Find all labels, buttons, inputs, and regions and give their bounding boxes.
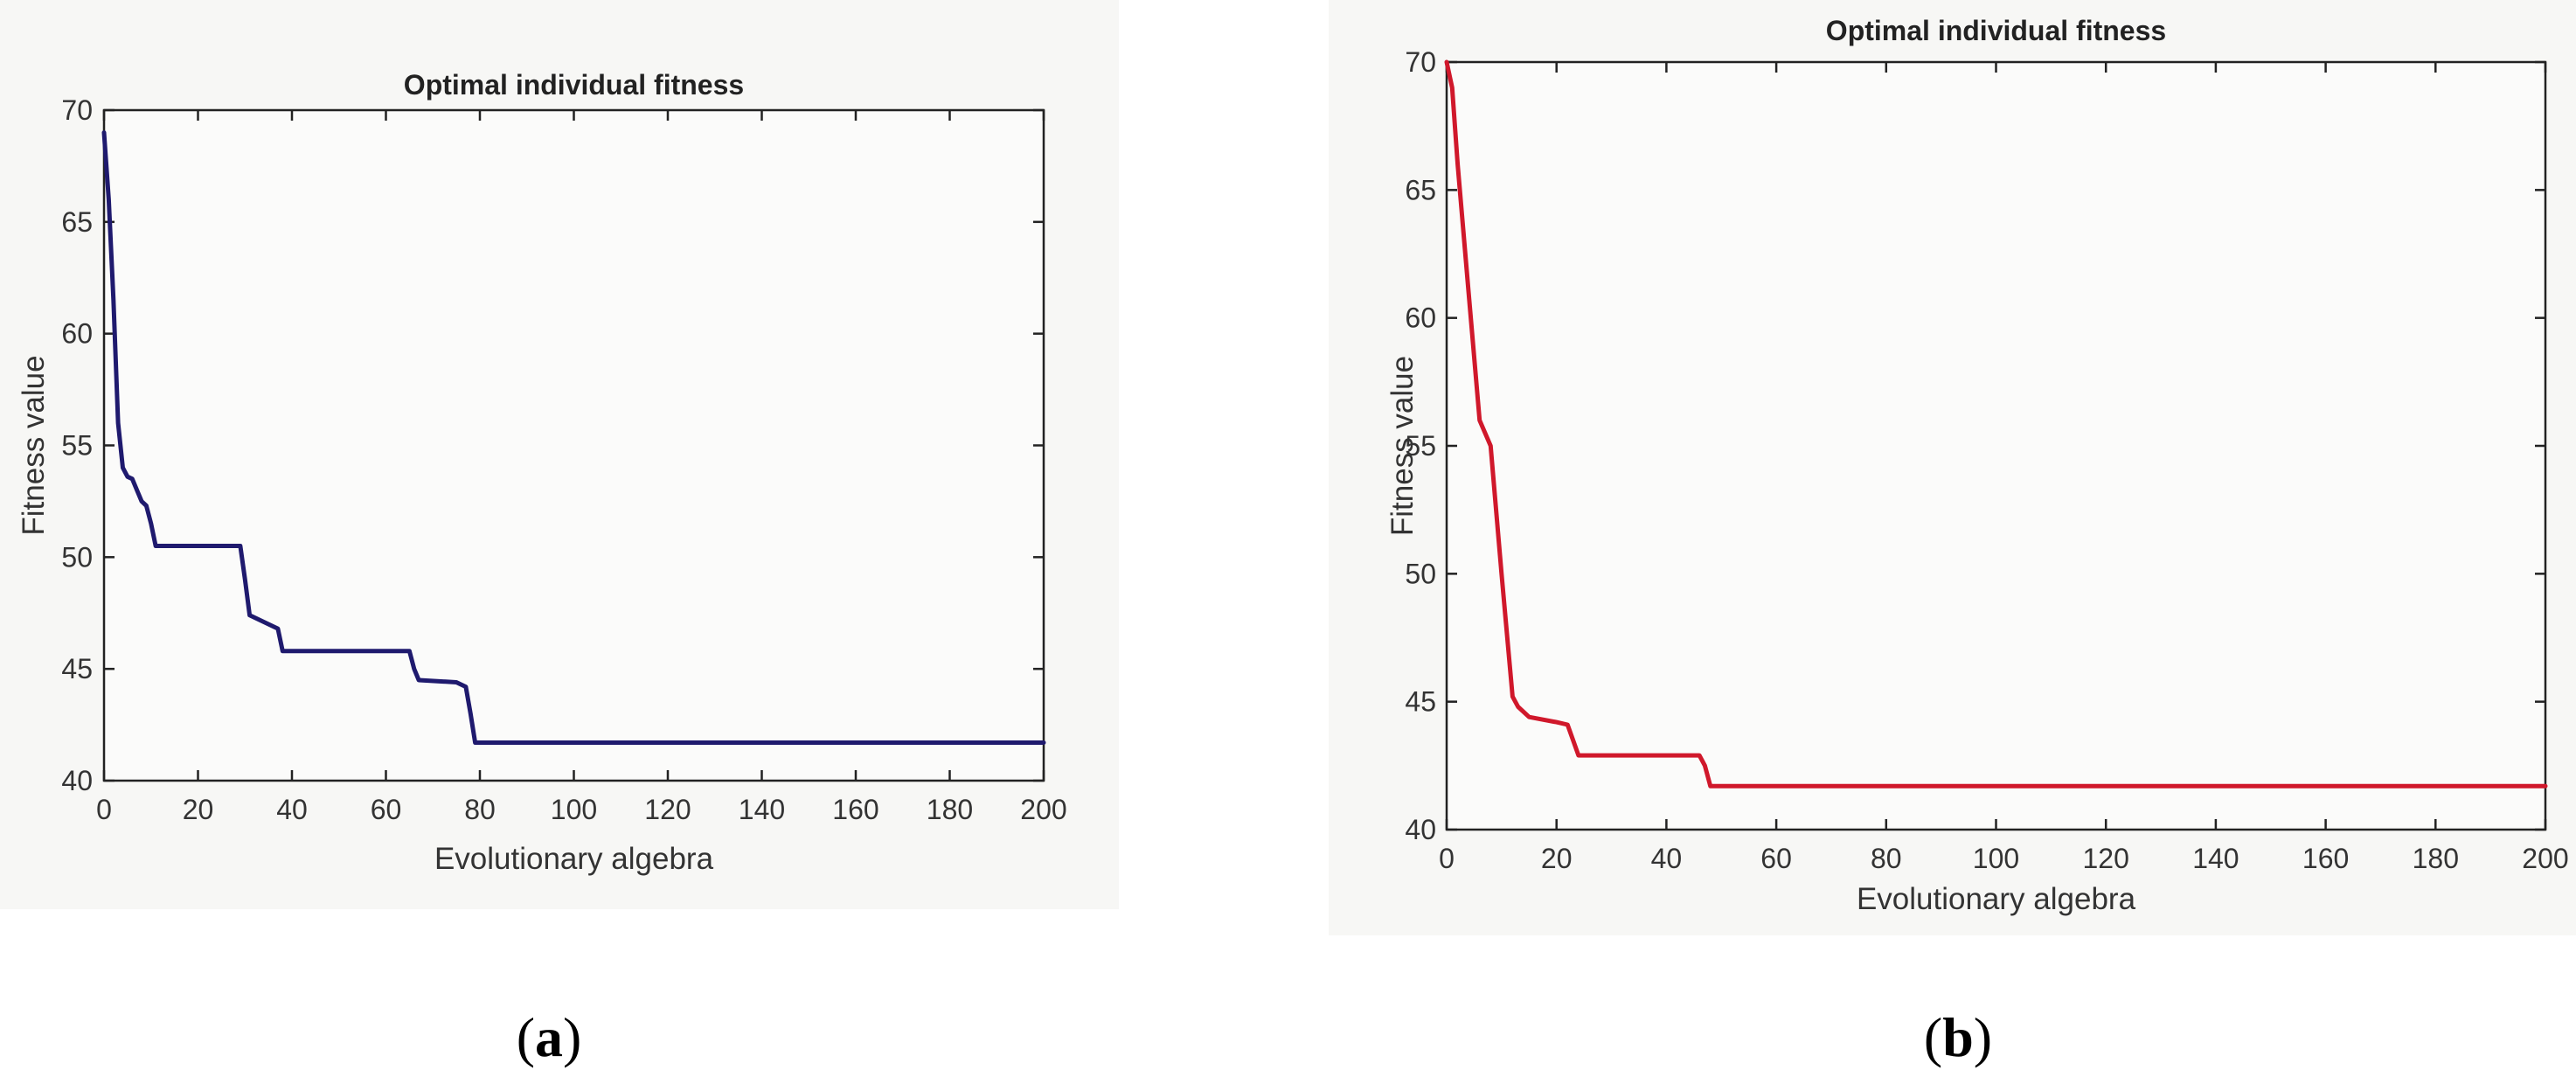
- x-tick-label: 40: [276, 794, 308, 825]
- x-tick-label: 60: [371, 794, 402, 825]
- chart-a-svg: Optimal individual fitness 0 20 40 60 80 100 12…: [17, 69, 1067, 876]
- chart-title: Optimal individual fitness: [404, 69, 744, 101]
- y-tick-label: 60: [61, 318, 93, 350]
- x-tick-label: 180: [2413, 843, 2459, 874]
- x-tick-label: 80: [1871, 843, 1902, 874]
- y-tick-label: 55: [1405, 430, 1436, 462]
- y-tick-label: 40: [1405, 814, 1436, 845]
- y-tick-label: 65: [1405, 174, 1436, 205]
- x-tick-label: 160: [832, 794, 878, 825]
- x-tick-label: 160: [2302, 843, 2349, 874]
- x-tick-label: 100: [1973, 843, 2019, 874]
- plot-area: [102, 108, 1045, 782]
- x-tick-label: 40: [1651, 843, 1683, 874]
- x-tick-label: 140: [2192, 843, 2239, 874]
- caption-b: (b): [1923, 1006, 1993, 1068]
- x-tick-label: 80: [464, 794, 496, 825]
- y-axis-label: Fitness value: [17, 355, 51, 535]
- chart-title: Optimal individual fitness: [1826, 15, 2166, 46]
- x-tick-label: 60: [1760, 843, 1792, 874]
- x-axis-label: Evolutionary algebra: [1857, 882, 2136, 916]
- chart-panel-a: Optimal individual fitness 0 20 40 60 80 100 12…: [0, 0, 1119, 909]
- x-axis-label: Evolutionary algebra: [434, 842, 714, 876]
- x-tick-label: 140: [739, 794, 785, 825]
- caption-a: (a): [516, 1006, 582, 1068]
- y-tick-label: 45: [61, 653, 93, 684]
- x-tick-label: 0: [96, 794, 112, 825]
- y-tick-label: 40: [61, 765, 93, 796]
- caption-a-letter: a: [535, 1006, 563, 1068]
- x-tick-label: 20: [183, 794, 214, 825]
- x-tick-label: 20: [1541, 843, 1573, 874]
- plot-area: [1445, 60, 2547, 831]
- chart-panel-b: Optimal individual fitness 0 20 40 60 80 100 12…: [1329, 0, 2576, 935]
- caption-b-letter: b: [1942, 1006, 1974, 1068]
- y-tick-label: 70: [1405, 46, 1436, 78]
- series-line-0: [1444, 59, 2548, 789]
- y-tick-label: 60: [1405, 302, 1436, 334]
- x-tick-label: 0: [1439, 843, 1455, 874]
- y-tick-label: 50: [61, 541, 93, 573]
- y-tick-label: 45: [1405, 686, 1436, 718]
- x-tick-label: 180: [927, 794, 973, 825]
- x-tick-label: 200: [1020, 794, 1066, 825]
- series-line-0: [101, 130, 1046, 745]
- x-tick-label: 120: [644, 794, 691, 825]
- x-tick-label: 120: [2083, 843, 2129, 874]
- y-tick-label: 55: [61, 430, 93, 462]
- y-tick-label: 50: [1405, 558, 1436, 589]
- y-tick-label: 65: [61, 206, 93, 238]
- y-tick-label: 70: [61, 94, 93, 126]
- y-axis-label: Fitness value: [1385, 356, 1420, 536]
- x-tick-label: 200: [2522, 843, 2568, 874]
- chart-b-svg: Optimal individual fitness 0 20 40 60 80 100 12…: [1385, 15, 2569, 916]
- x-tick-label: 100: [551, 794, 597, 825]
